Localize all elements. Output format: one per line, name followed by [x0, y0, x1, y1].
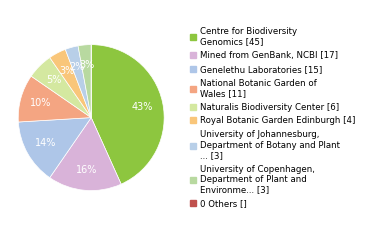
Wedge shape: [50, 118, 121, 191]
Legend: Centre for Biodiversity
Genomics [45], Mined from GenBank, NCBI [17], Genelethu : Centre for Biodiversity Genomics [45], M…: [190, 27, 355, 208]
Wedge shape: [50, 49, 91, 118]
Wedge shape: [78, 45, 91, 118]
Wedge shape: [31, 58, 91, 118]
Text: 16%: 16%: [76, 165, 97, 175]
Text: 10%: 10%: [30, 98, 51, 108]
Wedge shape: [18, 118, 91, 178]
Wedge shape: [65, 46, 91, 118]
Text: 43%: 43%: [132, 102, 153, 112]
Text: 14%: 14%: [35, 138, 56, 148]
Text: 3%: 3%: [79, 60, 94, 70]
Text: 3%: 3%: [59, 66, 74, 76]
Text: 5%: 5%: [46, 75, 62, 85]
Wedge shape: [91, 45, 164, 184]
Wedge shape: [18, 76, 91, 122]
Text: 2%: 2%: [70, 62, 85, 72]
